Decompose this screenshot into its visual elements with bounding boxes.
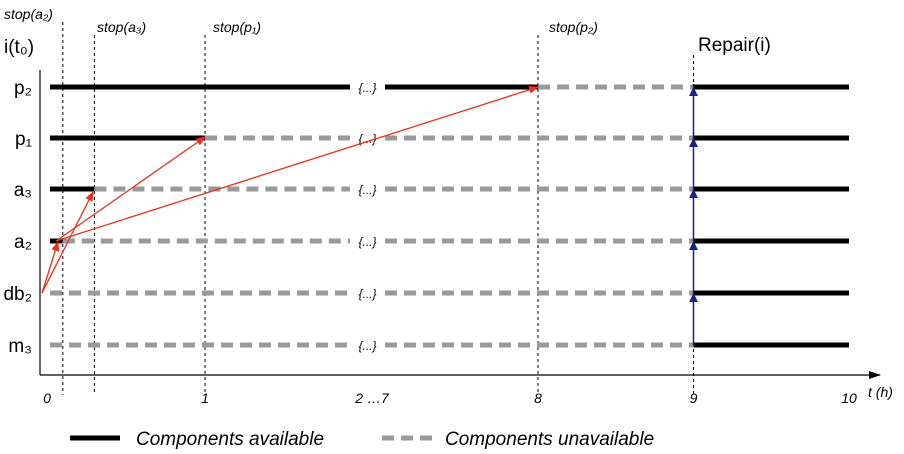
- a2-to-p1-arrow: [55, 136, 206, 242]
- stop-label-a2: stop(a₂): [4, 6, 53, 22]
- a2-to-p2-arrow: [55, 85, 539, 242]
- db2-to-a2-arrow: [41, 241, 60, 294]
- repair-arrowhead: [689, 138, 698, 147]
- db2-to-a3-arrow: [41, 191, 94, 294]
- component-label-db2: db₂: [3, 284, 32, 305]
- x-tick-label: 1: [201, 390, 209, 406]
- x-axis-unit: t (h): [868, 384, 893, 400]
- x-tick-label: 2 …7: [354, 390, 390, 406]
- x-tick-label: 0: [43, 390, 51, 406]
- legend-unavailable-label: Components unavailable: [445, 429, 654, 450]
- stop-label-p1: stop(p₁): [213, 19, 261, 35]
- component-label-a3: a₃: [14, 180, 32, 201]
- repair-arrowhead: [689, 293, 698, 302]
- repair-arrowhead: [689, 189, 698, 198]
- gap-marker: {...}: [358, 287, 376, 301]
- repair-arrowhead: [689, 87, 698, 96]
- gap-marker: {...}: [358, 81, 376, 95]
- stop-label-a3: stop(a₃): [97, 19, 146, 35]
- repair-label: Repair(i): [698, 35, 771, 56]
- component-label-a2: a₂: [14, 232, 32, 253]
- gap-marker: {...}: [358, 235, 376, 249]
- gap-marker: {...}: [358, 339, 376, 353]
- x-tick-label: 10: [841, 390, 857, 406]
- component-label-p2: p₂: [14, 78, 32, 99]
- legend-available-label: Components available: [136, 429, 324, 450]
- component-label-m3: m₃: [8, 336, 32, 357]
- y-axis-title: i(t₀): [4, 37, 34, 58]
- x-tick-label: 9: [690, 390, 698, 406]
- stop-label-p2: stop(p₂): [549, 19, 598, 35]
- repair-arrowhead: [689, 241, 698, 250]
- gap-marker: {...}: [358, 183, 376, 197]
- component-label-p1: p₁: [15, 129, 32, 150]
- x-tick-label: 8: [534, 390, 542, 406]
